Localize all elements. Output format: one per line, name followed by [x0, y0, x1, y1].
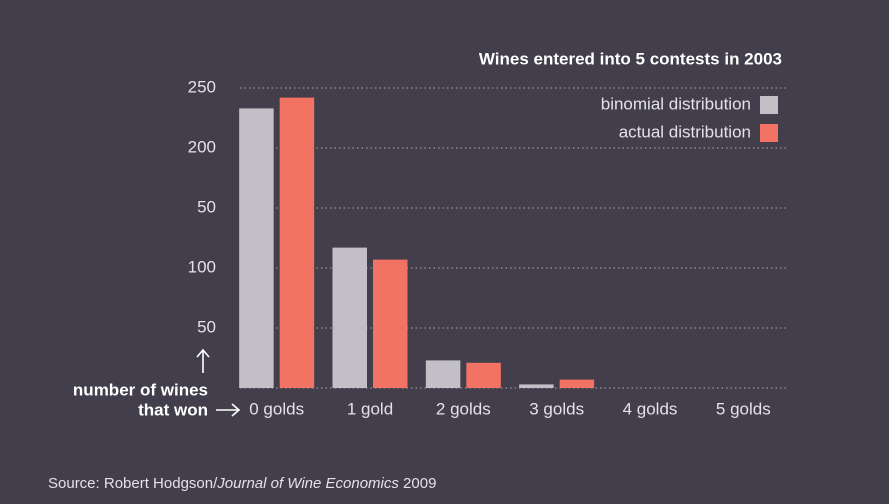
y-tick-label: 50 — [197, 317, 216, 336]
chart-title: Wines entered into 5 contests in 2003 — [479, 49, 782, 68]
legend-swatch — [760, 96, 778, 114]
bar — [332, 247, 367, 388]
bar — [373, 259, 408, 388]
y-annotation: that won — [138, 400, 208, 419]
bar — [425, 360, 461, 388]
x-tick-label: 4 golds — [623, 399, 678, 418]
y-tick-label: 50 — [197, 197, 216, 216]
y-tick-label: 200 — [188, 137, 216, 156]
y-tick-label: 100 — [188, 257, 216, 276]
x-tick-label: 3 golds — [529, 399, 584, 418]
legend-label: actual distribution — [619, 122, 751, 141]
x-tick-label: 5 golds — [716, 399, 771, 418]
right-arrow — [216, 403, 241, 417]
legend-swatch — [760, 124, 778, 142]
legend-label: binomial distribution — [601, 94, 751, 113]
bar — [279, 97, 315, 388]
y-tick-label: 250 — [188, 77, 216, 96]
source-year: 2009 — [399, 475, 437, 492]
y-annotation: number of wines — [73, 380, 208, 399]
bar — [559, 379, 595, 388]
x-tick-label: 2 golds — [436, 399, 491, 418]
source: Source: Robert Hodgson/Journal of Wine E… — [48, 475, 436, 492]
source-journal: Journal of Wine Economics — [216, 475, 399, 492]
bar — [519, 384, 554, 388]
x-tick-label: 0 golds — [249, 399, 304, 418]
bar — [466, 362, 501, 388]
bar — [239, 108, 274, 389]
x-tick-label: 1 gold — [347, 399, 393, 418]
up-arrow — [196, 348, 210, 373]
source-text: Source: Robert Hodgson/ — [48, 475, 218, 492]
